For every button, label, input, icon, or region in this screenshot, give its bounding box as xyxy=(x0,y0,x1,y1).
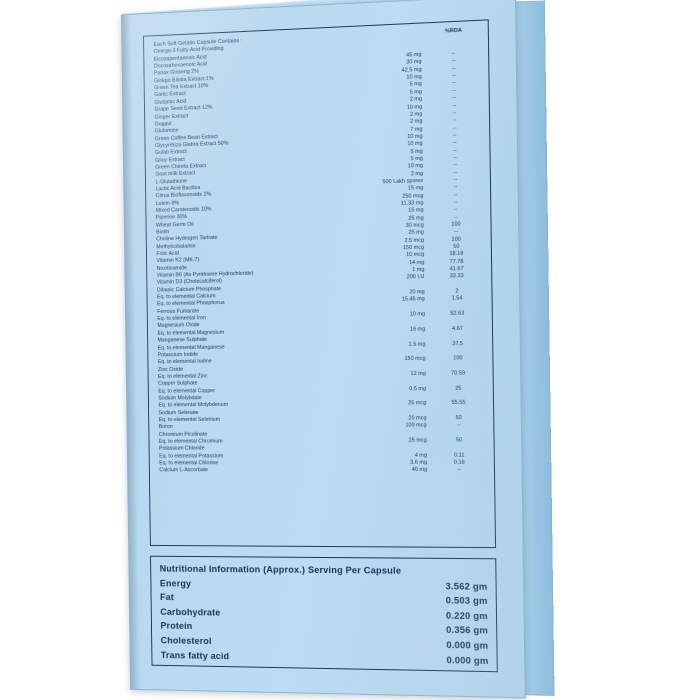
ingredients-panel: Each Soft Gelatin Capsule Contains : %RD… xyxy=(143,19,497,549)
nutrition-value: 0.000 gm xyxy=(446,654,489,666)
nutrition-value: 0.220 gm xyxy=(445,610,488,622)
carton-back-face: Each Soft Gelatin Capsule Contains : %RD… xyxy=(121,0,526,699)
nutrition-value: 0.503 gm xyxy=(445,595,488,607)
ingredients-row-list: Omega-3 Fatty Acid Providing Eicosapentae… xyxy=(154,34,486,475)
ingredient-rda: 0.11 xyxy=(453,452,465,459)
ingredient-rda: -- xyxy=(457,467,462,474)
nutrition-label: Trans fatty acid xyxy=(160,649,230,661)
ingredient-name: Calcium L-Ascorbate xyxy=(159,467,209,474)
ingredient-rda: 0.16 xyxy=(453,459,465,466)
supplement-carton: Each Soft Gelatin Capsule Contains : %RD… xyxy=(121,0,555,699)
nutrition-panel: Nutritional Information (Approx.) Servin… xyxy=(150,555,498,673)
left-edge-shadow xyxy=(121,14,141,690)
nutrition-value: 3.562 gm xyxy=(445,580,488,592)
ingredient-quantity: 40 mg xyxy=(411,467,428,474)
nutrition-value xyxy=(401,564,487,580)
nutrition-value: 0.000 gm xyxy=(446,639,489,651)
nutrition-value: 0.356 gm xyxy=(446,625,489,636)
ingredient-quantity: 3.6 mg xyxy=(410,459,428,466)
nutrition-row-list: Nutritional Information (Approx.) Servin… xyxy=(160,562,489,669)
ingredient-row: Calcium L-Ascorbate 40 mg -- xyxy=(159,467,486,475)
